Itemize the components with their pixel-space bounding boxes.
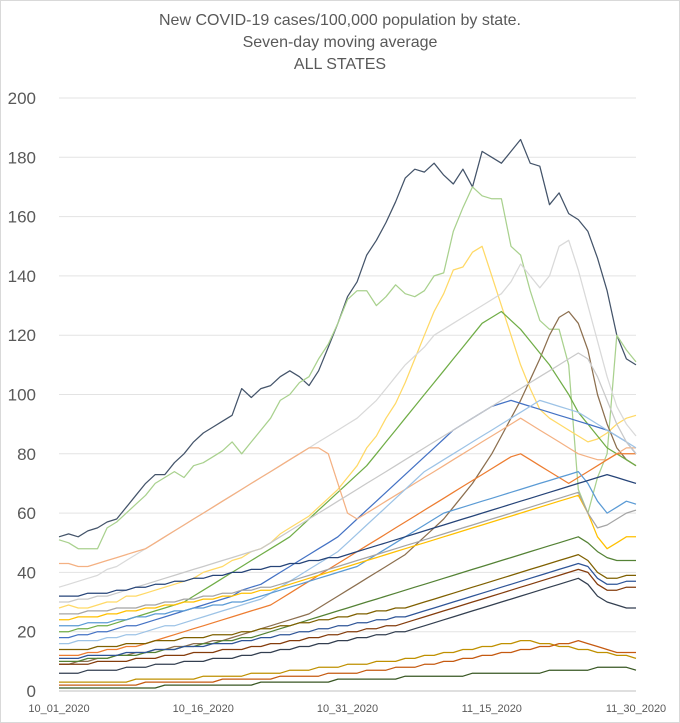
series-lines [58, 138, 637, 689]
x-axis: 10_01_2020 10_16_2020 10_31_2020 11_15_2020… [28, 703, 666, 715]
y-tick-label: 160 [8, 208, 36, 227]
chart-title: New COVID-19 cases/100,000 population by… [159, 12, 521, 29]
y-tick-label: 180 [8, 148, 36, 167]
y-tick-label: 20 [17, 623, 36, 642]
x-tick-label: 11_15_2020 [462, 703, 522, 715]
series-line-19 [59, 568, 636, 665]
y-tick-label: 140 [8, 267, 36, 286]
series-line-1 [58, 138, 637, 538]
series-line-13 [59, 473, 637, 597]
series-line-6 [59, 310, 637, 633]
gridlines [59, 97, 636, 692]
x-tick-label: 11_30_2020 [606, 703, 666, 715]
x-tick-label: 10_31_2020 [317, 703, 378, 715]
series-line-12 [59, 470, 637, 627]
y-tick-label: 0 [27, 682, 36, 701]
series-line-15 [59, 491, 637, 615]
series-line-7 [59, 399, 637, 639]
chart-subtitle-2: ALL STATES [293, 56, 387, 73]
x-tick-label: 10_01_2020 [28, 703, 89, 715]
series-line-17 [59, 553, 636, 651]
series-line-21 [59, 639, 637, 683]
y-tick-label: 200 [8, 89, 36, 108]
series-line-14 [59, 494, 636, 621]
chart-subtitle: Seven-day moving average [242, 34, 438, 51]
x-tick-label: 10_16_2020 [173, 703, 234, 715]
y-tick-label: 120 [8, 326, 36, 345]
series-line-8 [59, 417, 636, 568]
y-tick-label: 80 [17, 445, 36, 464]
y-tick-label: 60 [17, 504, 36, 523]
series-line-2 [58, 186, 637, 550]
y-tick-label: 40 [17, 563, 36, 582]
series-line-22 [59, 639, 636, 686]
y-tick-label: 100 [8, 386, 36, 405]
chart-titles: New COVID-19 cases/100,000 population by… [0, 10, 680, 76]
series-line-9 [59, 399, 637, 645]
y-axis: 0 20 40 60 80 100 120 140 160 180 200 [8, 89, 36, 701]
series-line-18 [59, 562, 636, 660]
series-line-16 [59, 536, 636, 663]
series-line-4 [58, 239, 637, 588]
series-line-23 [59, 666, 637, 689]
series-line-11 [59, 352, 637, 603]
series-line-20 [59, 577, 636, 674]
